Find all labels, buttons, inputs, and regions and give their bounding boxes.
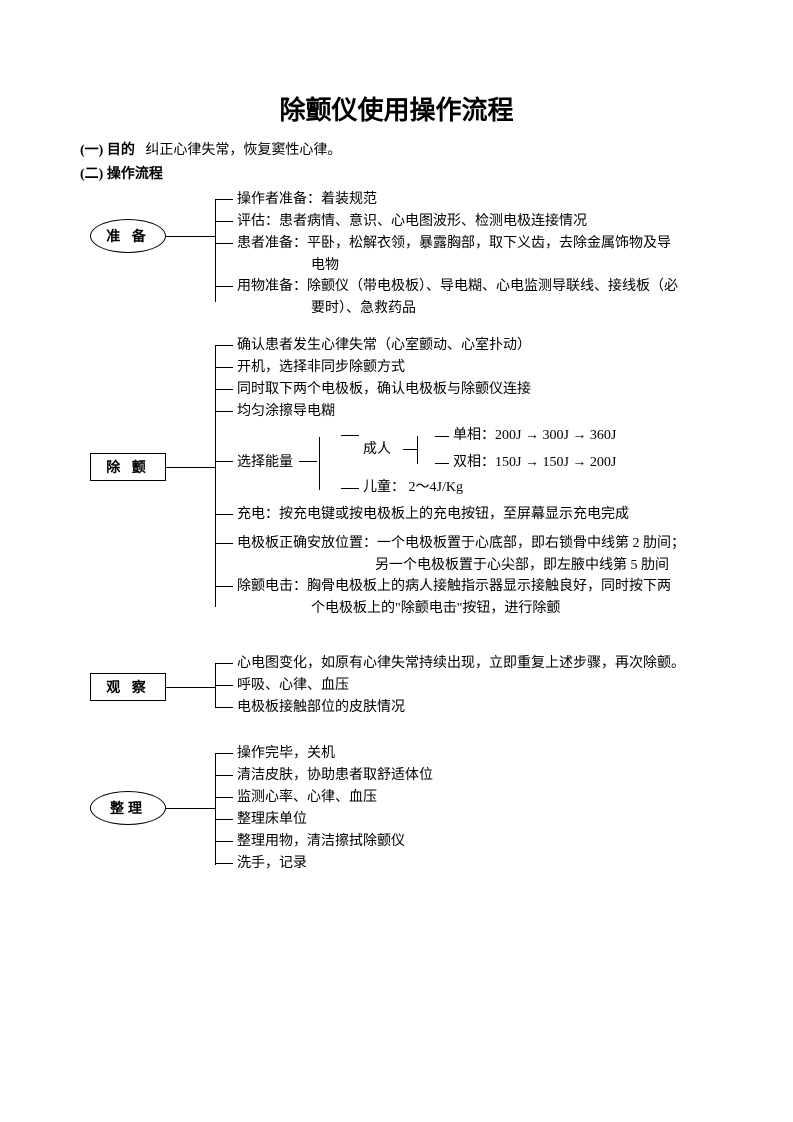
purpose-text: 纠正心律失常，恢复窦性心律。 (145, 143, 341, 158)
list-item: 操作完毕，关机 (215, 743, 713, 764)
list-item: 充电：按充电键或按电极板上的充电按钮，至屏幕显示充电完成 (215, 504, 713, 525)
list-item: 确认患者发生心律失常（心室颤动、心室扑动） (215, 335, 713, 356)
list-item: 用物准备：除颤仪（带电极板）、导电糊、心电监测导联线、接线板（必 (215, 276, 713, 297)
purpose-label: (一) 目的 (80, 143, 135, 158)
biphasic: 双相：150J → 150J → 200J (435, 450, 616, 477)
list-item: 同时取下两个电极板，确认电极板与除颤仪连接 (215, 379, 713, 400)
defib-items: 确认患者发生心律失常（心室颤动、心室扑动） 开机，选择非同步除颤方式 同时取下两… (215, 335, 713, 619)
list-item: 患者准备：平卧，松解衣领，暴露胸部，取下义齿，去除金属饰物及导 (215, 233, 713, 254)
list-item: 监测心率、心律、血压 (215, 787, 713, 808)
node-prep: 准 备 (90, 219, 166, 253)
list-item-cont: 个电极板上的"除颤电击"按钮，进行除颤 (215, 598, 713, 619)
section-cleanup: 整理 操作完毕，关机 清洁皮肤，协助患者取舒适体位 监测心率、心律、血压 整理床… (80, 743, 713, 883)
list-item: 清洁皮肤，协助患者取舒适体位 (215, 765, 713, 786)
section-observe: 观 察 心电图变化，如原有心律失常持续出现，立即重复上述步骤，再次除颤。 呼吸、… (80, 653, 713, 725)
list-item: 电极板正确安放位置：一个电极板置于心底部，即右锁骨中线第 2 肋间； (215, 533, 713, 554)
list-item: 电极板接触部位的皮肤情况 (215, 697, 713, 718)
section-prep: 准 备 操作者准备：着装规范 评估：患者病情、意识、心电图波形、检测电极连接情况… (80, 189, 713, 317)
energy-adult: 成人 单相：200J → 300J → 360J 双相：150J → 150J … (341, 423, 616, 476)
list-item: 洗手，记录 (215, 853, 713, 874)
page-title: 除颤仪使用操作流程 (80, 90, 713, 127)
prep-items: 操作者准备：着装规范 评估：患者病情、意识、心电图波形、检测电极连接情况 患者准… (215, 189, 713, 319)
list-item: 整理用物，清洁擦拭除颤仪 (215, 831, 713, 852)
section-defib: 除 颤 确认患者发生心律失常（心室颤动、心室扑动） 开机，选择非同步除颤方式 同… (80, 335, 713, 635)
list-item-cont: 要时）、急救药品 (215, 298, 713, 319)
list-item-cont: 另一个电极板置于心尖部，即左腋中线第 5 肋间 (215, 555, 713, 576)
monophasic: 单相：200J → 300J → 360J (435, 423, 616, 450)
list-item: 整理床单位 (215, 809, 713, 830)
node-observe: 观 察 (90, 673, 166, 701)
list-item: 除颤电击：胸骨电极板上的病人接触指示器显示接触良好，同时按下两 (215, 576, 713, 597)
energy-block: 选择能量 成人 单相：200J → 300J → 360J (215, 423, 713, 500)
list-item: 均匀涂擦导电糊 (215, 401, 713, 422)
list-item: 开机，选择非同步除颤方式 (215, 357, 713, 378)
observe-items: 心电图变化，如原有心律失常持续出现，立即重复上述步骤，再次除颤。 呼吸、心律、血… (215, 653, 713, 718)
adult-label: 成人 (363, 438, 403, 462)
energy-label: 选择能量 (237, 451, 295, 471)
process-label: (二) 操作流程 (80, 163, 713, 183)
list-item-cont: 电物 (215, 255, 713, 276)
list-item: 操作者准备：着装规范 (215, 189, 713, 210)
list-item: 心电图变化，如原有心律失常持续出现，立即重复上述步骤，再次除颤。 (215, 653, 713, 674)
cleanup-items: 操作完毕，关机 清洁皮肤，协助患者取舒适体位 监测心率、心律、血压 整理床单位 … (215, 743, 713, 874)
list-item: 评估：患者病情、意识、心电图波形、检测电极连接情况 (215, 211, 713, 232)
purpose-line: (一) 目的 纠正心律失常，恢复窦性心律。 (80, 139, 713, 159)
node-cleanup: 整理 (90, 791, 166, 825)
energy-child: 儿童： 2～4J/Kg (341, 476, 616, 500)
list-item: 呼吸、心律、血压 (215, 675, 713, 696)
node-defib: 除 颤 (90, 453, 166, 481)
